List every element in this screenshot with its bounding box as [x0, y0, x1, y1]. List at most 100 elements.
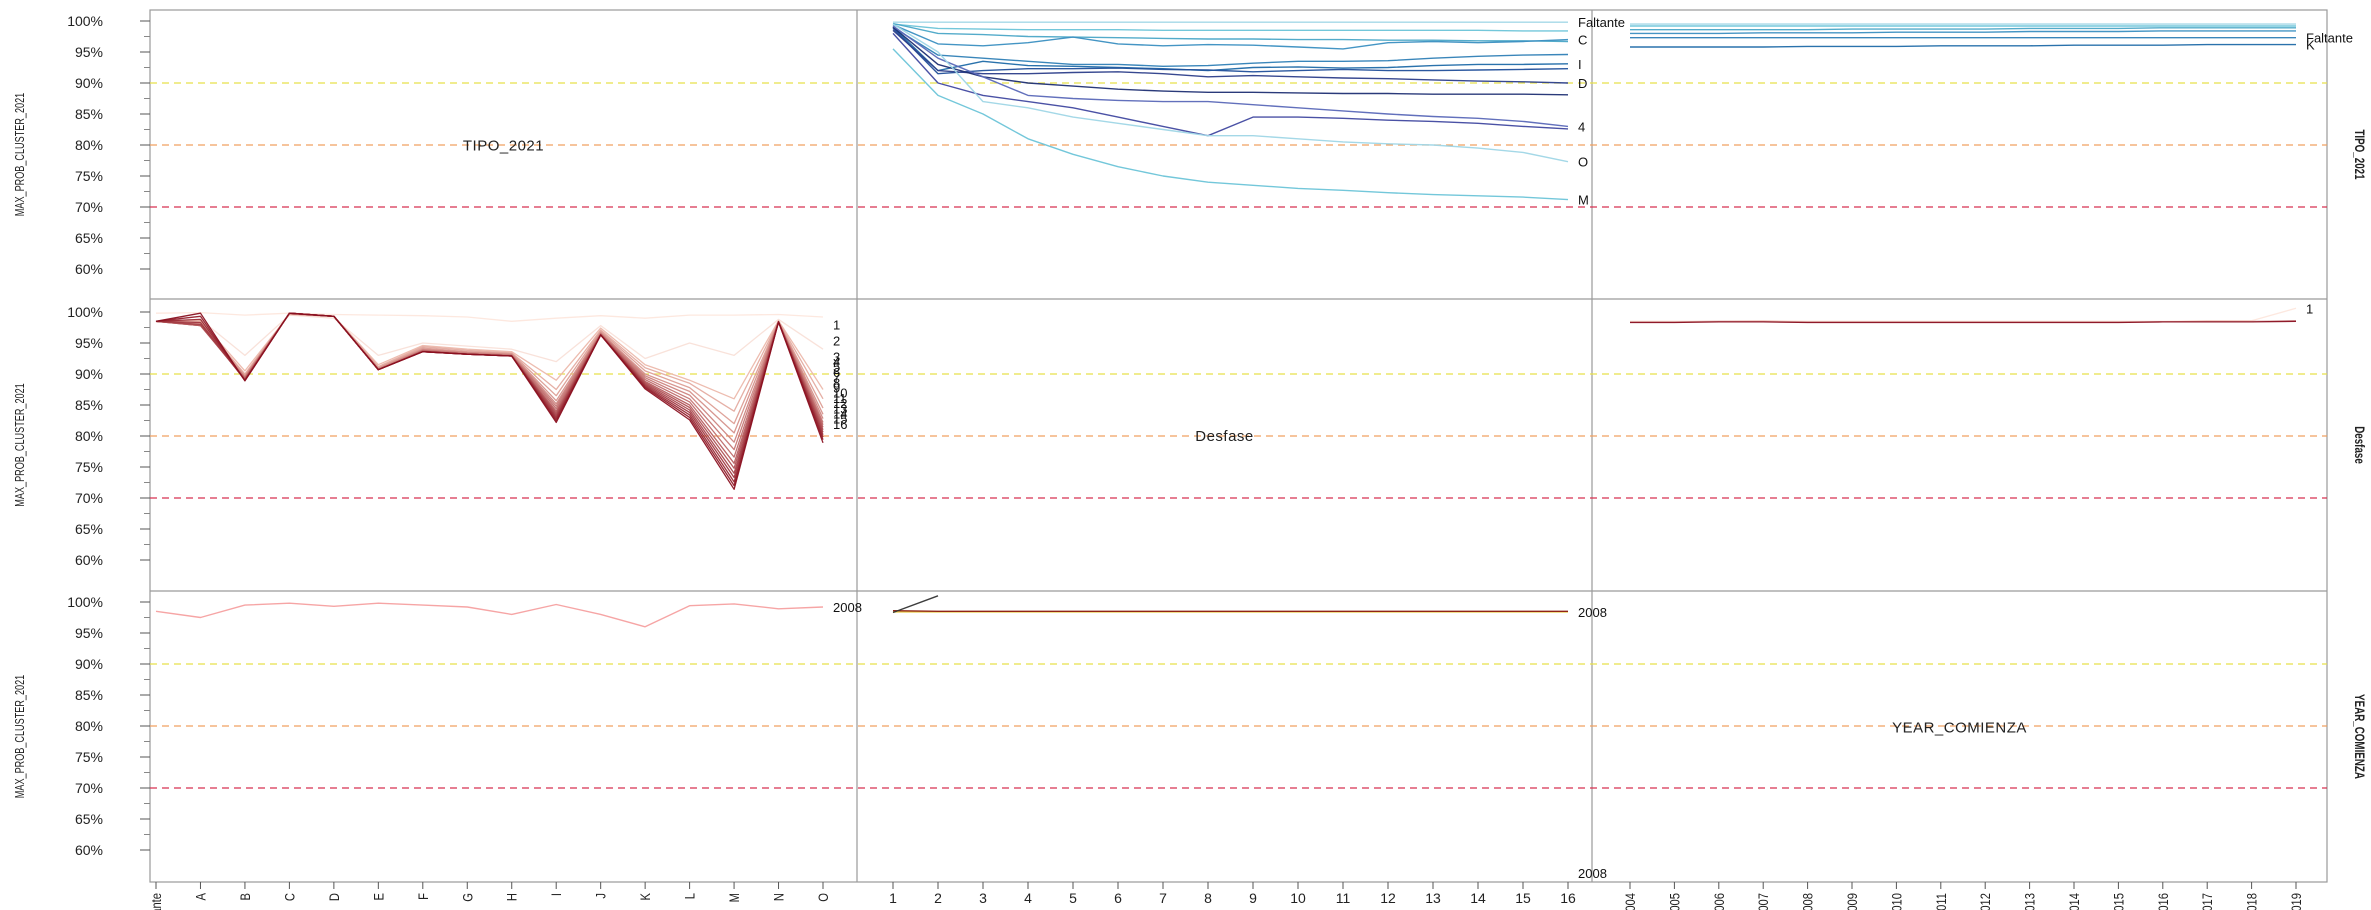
y-tick-label: 85% [75, 106, 103, 122]
series-end-label: 13 [833, 401, 847, 416]
y-tick-label: 85% [75, 397, 103, 413]
x-tick-label: 7 [1159, 890, 1167, 906]
x-axis-YEAR_COMIENZA: 2004 2005 2006 2007 2008 2009 2010 2011 2012 2013… [1623, 882, 2304, 910]
series-line [155, 313, 824, 400]
x-tick-label: C [282, 893, 297, 901]
x-tick-label: 2015 [2111, 893, 2126, 910]
x-tick-label: 1 [889, 890, 897, 906]
x-tick-label: 2016 [2156, 893, 2171, 910]
x-tick-label: 15 [1515, 890, 1531, 906]
series-end-label: 15 [833, 412, 847, 427]
x-tick-label: 2019 [2289, 893, 2304, 910]
series-line [892, 22, 1569, 43]
series-line [892, 32, 1569, 137]
series-end-label: 7 [833, 370, 840, 385]
x-tick-label: 2005 [1667, 893, 1682, 910]
y-tick-label: 80% [75, 718, 103, 734]
series-line [892, 26, 1569, 68]
panel-r0-c1: Faltante CID 4 O M [892, 15, 1625, 208]
y-tick-label: 90% [75, 366, 103, 382]
series-line [892, 26, 1569, 96]
x-tick-label: 13 [1425, 890, 1441, 906]
y-tick-label: 70% [75, 780, 103, 796]
x-tick-label: 3 [979, 890, 987, 906]
y-tick-label: 100% [67, 13, 103, 29]
x-tick-label: G [460, 893, 475, 902]
x-tick-label: I [549, 893, 564, 896]
x-tick-label: H [505, 893, 520, 901]
series-line [892, 23, 1569, 163]
x-tick-label: L [682, 893, 697, 899]
y-axis-label: MAX_PROB_CLUSTER_2021 [14, 93, 28, 216]
y-tick-label: 90% [75, 656, 103, 672]
series-line [1630, 307, 2297, 322]
y-axis-row-1: 100% 95% 90% 85% 80% 75% 70% 65% 60% MAX_PROB_CLU… [14, 304, 150, 568]
y-tick-label: 60% [75, 261, 103, 277]
panel-r2-c2: YEAR_COMIENZA [1892, 720, 2026, 737]
x-tick-label: 9 [1249, 890, 1257, 906]
series-end-label: 14 [833, 407, 847, 422]
x-tick-label: 2009 [1845, 893, 1860, 910]
x-tick-label: B [238, 893, 253, 900]
y-axis-row-2: 100% 95% 90% 85% 80% 75% 70% 65% 60% MAX_PROB_CLU… [14, 594, 150, 858]
series-line [892, 29, 1569, 84]
series-end-label: 2 [833, 333, 840, 348]
x-tick-label: 16 [1560, 890, 1576, 906]
y-tick-label: 70% [75, 199, 103, 215]
x-tick-label: 8 [1204, 890, 1212, 906]
y-axis-label: MAX_PROB_CLUSTER_2021 [14, 675, 28, 798]
y-tick-label: 75% [75, 749, 103, 765]
y-tick-label: 95% [75, 44, 103, 60]
y-tick-label: 80% [75, 137, 103, 153]
panel-r2-c1: 2008 2008 [892, 595, 1607, 881]
series-line [155, 312, 824, 464]
row-label: YEAR_COMIENZA [2352, 694, 2368, 779]
series-end-label: 12 [833, 396, 847, 411]
series-end-label: D [1578, 76, 1587, 91]
x-tick-label: 2008 [1800, 893, 1815, 910]
series-end-label: 8 [833, 375, 840, 390]
panel-r1-c2: 1 [1630, 301, 2313, 324]
series-end-label: 4 [1578, 119, 1585, 134]
x-tick-label: 2011 [1934, 893, 1949, 910]
panel-r2-c0: 2008 [155, 600, 862, 628]
x-tick-label: K [638, 893, 653, 901]
y-tick-label: 95% [75, 335, 103, 351]
x-tick-label: 2007 [1756, 893, 1771, 910]
series-line [892, 25, 1569, 128]
panel-r0-c0: TIPO_2021 [463, 138, 544, 155]
series-line [155, 312, 824, 451]
x-tick-label: 2013 [2022, 893, 2037, 910]
series-end-label: 9 [833, 381, 840, 396]
y-tick-label: 75% [75, 168, 103, 184]
series-line [155, 311, 824, 322]
series-line [892, 26, 1569, 72]
x-tick-label: 5 [1069, 890, 1077, 906]
y-tick-label: 85% [75, 687, 103, 703]
x-tick-label: 2 [934, 890, 942, 906]
x-tick-label: A [193, 893, 208, 901]
series-line [155, 312, 824, 490]
x-tick-label: 2017 [2200, 893, 2215, 910]
y-tick-label: 65% [75, 811, 103, 827]
diagonal-variable-label: TIPO_2021 [463, 138, 544, 155]
y-tick-label: 60% [75, 842, 103, 858]
x-tick-label: 2012 [1978, 893, 1993, 910]
series-end-label: O [1578, 155, 1588, 170]
y-tick-label: 100% [67, 304, 103, 320]
series-end-label: 5 [833, 360, 840, 375]
x-tick-label: F [416, 893, 431, 900]
series-line [1630, 320, 2297, 324]
x-axis-TIPO_2021: Faltante A B C D E F G H I J K L M N O [149, 882, 831, 910]
series-end-label: 16 [833, 417, 847, 432]
x-tick-label: 2004 [1623, 893, 1638, 910]
x-tick-label: 6 [1114, 890, 1122, 906]
series-end-label: C [1578, 33, 1587, 48]
series-line [155, 314, 824, 363]
series-line [892, 48, 1569, 201]
x-tick-label: 4 [1024, 890, 1032, 906]
series-end-label: K [2306, 38, 2315, 53]
series-end-label: 1 [833, 317, 840, 332]
